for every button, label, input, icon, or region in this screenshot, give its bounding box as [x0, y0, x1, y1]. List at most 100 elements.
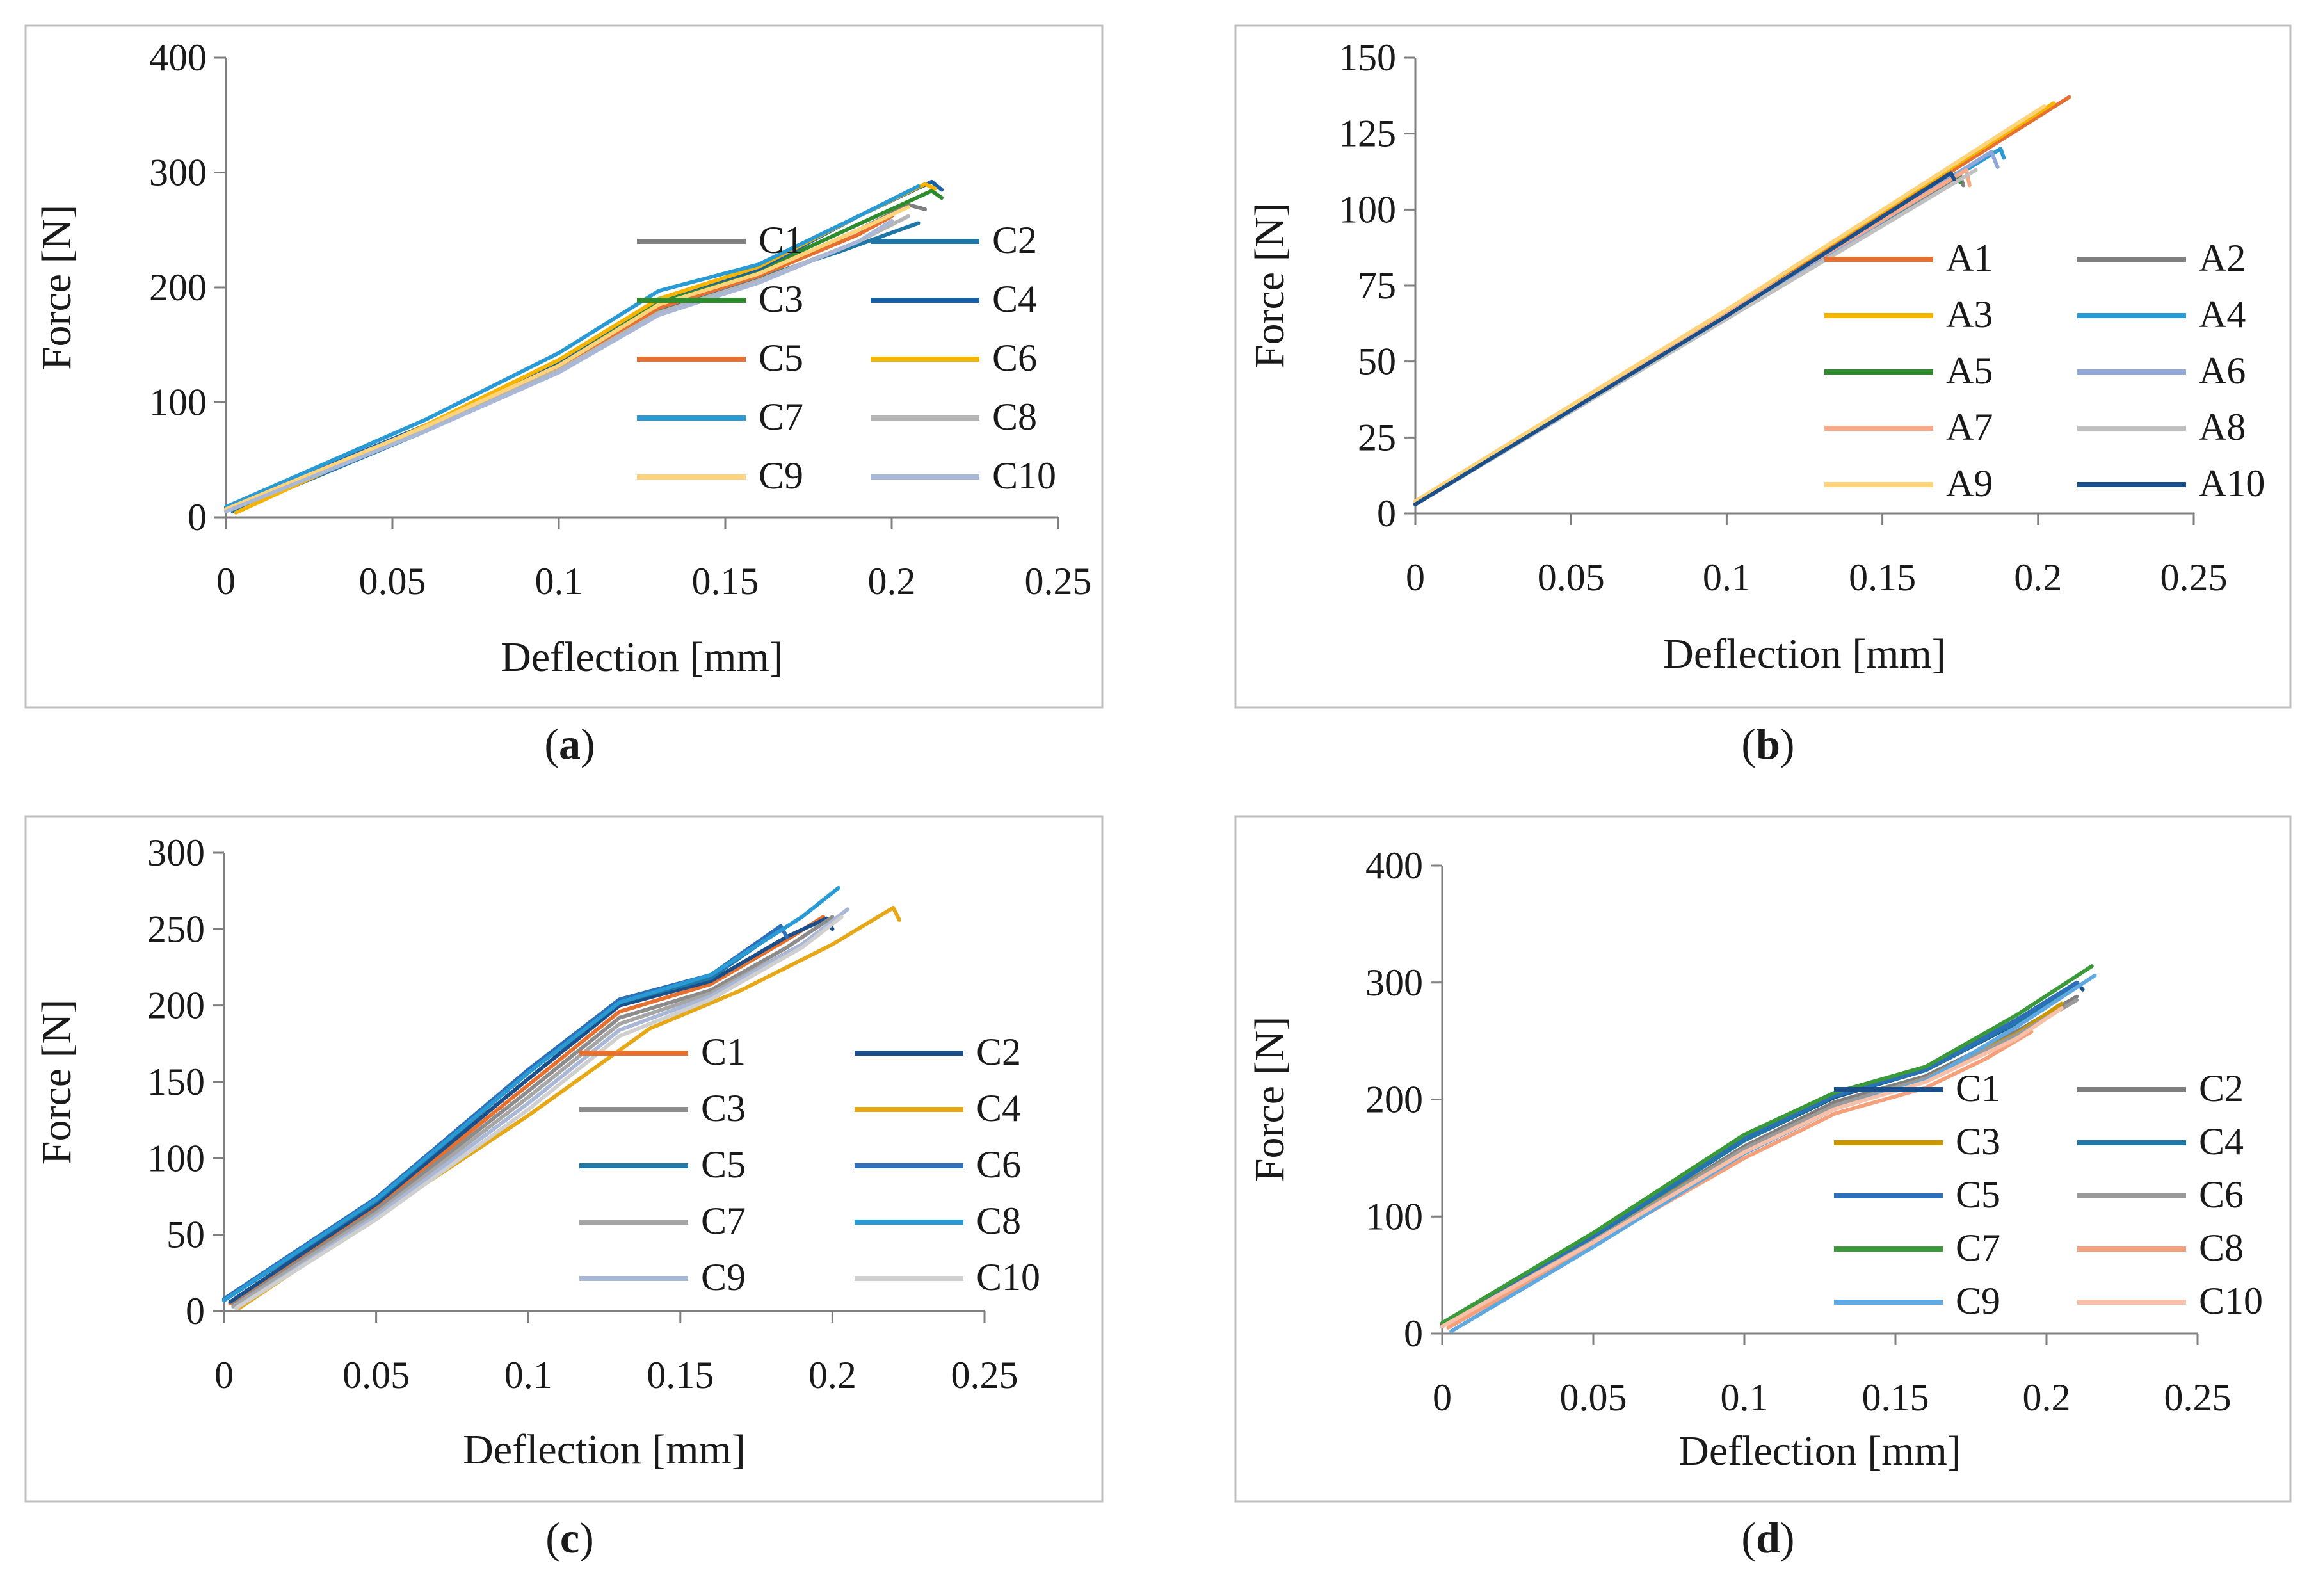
y-tick-label: 300 — [1365, 962, 1423, 1004]
legend-item: C3 — [637, 278, 803, 320]
series-line-c10 — [224, 218, 894, 513]
legend-label: C7 — [1956, 1227, 2000, 1269]
legend-label: C1 — [759, 219, 803, 261]
legend-label: A5 — [1946, 350, 1993, 392]
legend-item: A1 — [1824, 237, 1993, 279]
x-tick-label: 0 — [216, 560, 236, 602]
legend-label: C6 — [992, 337, 1037, 379]
legend: C1 C2 C3 C4 C5 C6 C7 C8 C9 C10 — [579, 1031, 1040, 1298]
legend-label: C4 — [992, 278, 1037, 320]
series-line-c7 — [1440, 964, 2094, 1325]
chart-frame — [24, 815, 1104, 1503]
legend-item: C10 — [871, 455, 1056, 497]
x-tick-label: 0.15 — [1849, 556, 1916, 599]
legend-item: C9 — [637, 455, 803, 497]
chart-panel-d: 0 100 200 300 400 0 0.05 0.1 0.15 0.2 0.25 Deflecti… — [1234, 815, 2292, 1562]
y-tick-label: 400 — [149, 36, 207, 79]
y-tick-label: 50 — [166, 1214, 205, 1256]
legend-item: C2 — [2077, 1067, 2244, 1109]
panel-caption: (c) — [545, 1513, 594, 1562]
x-axis-label: Deflection [mm] — [1678, 1428, 1961, 1474]
series-line-c9 — [224, 205, 910, 512]
x-tick-label: 0.2 — [868, 560, 916, 602]
legend-label: C9 — [759, 455, 803, 497]
y-tick-label: 100 — [1365, 1195, 1423, 1237]
x-tick-label: 0.25 — [1025, 560, 1092, 602]
legend-item: C9 — [579, 1256, 746, 1298]
x-tick-label: 0 — [214, 1354, 234, 1396]
legend-item: C8 — [871, 396, 1037, 438]
x-tick-label: 0.2 — [2023, 1376, 2071, 1419]
x-tick-label: 0.05 — [1560, 1376, 1627, 1419]
y-tick-label: 200 — [149, 266, 207, 309]
panel-caption: (d) — [1741, 1513, 1794, 1562]
legend: A1 A2 A3 A4 A5 A6 A7 A8 A9 A10 — [1824, 237, 2265, 504]
x-tick-label: 0.15 — [647, 1354, 714, 1396]
y-tick-label: 150 — [1339, 36, 1396, 79]
legend-label: A3 — [1946, 293, 1993, 335]
legend-item: C7 — [579, 1200, 746, 1242]
y-tick-label: 0 — [186, 1290, 205, 1332]
legend-label: A2 — [2199, 237, 2246, 279]
panel-caption: (b) — [1741, 720, 1794, 768]
y-axis-label: Force [N] — [1246, 203, 1293, 368]
x-tick-label: 0.1 — [535, 560, 583, 602]
y-tick-label: 200 — [147, 985, 205, 1027]
legend-item: C1 — [637, 219, 803, 261]
legend-label: C5 — [701, 1143, 746, 1186]
x-tick-label: 0.2 — [808, 1354, 856, 1396]
legend-label: C2 — [976, 1031, 1021, 1073]
legend: C1 C2 C3 C4 C5 C6 C7 C8 C9 C10 — [637, 219, 1056, 497]
x-tick-label: 0.25 — [2160, 556, 2228, 599]
legend-label: C3 — [1956, 1120, 2000, 1163]
y-tick-label: 100 — [147, 1137, 205, 1179]
legend-item: A5 — [1824, 350, 1993, 392]
legend-label: C10 — [992, 455, 1056, 497]
legend-item: A4 — [2077, 293, 2246, 335]
x-tick-label: 0.15 — [1862, 1376, 1929, 1419]
series-line-a9 — [1413, 104, 2047, 503]
legend-item: C4 — [871, 278, 1037, 320]
legend-label: C7 — [759, 396, 803, 438]
x-axis-label: Deflection [mm] — [501, 634, 784, 681]
legend-item: C6 — [871, 337, 1037, 379]
series-line-c1 — [228, 915, 826, 1306]
legend-label: A6 — [2199, 350, 2246, 392]
legend-label: C2 — [992, 219, 1037, 261]
legend-label: A9 — [1946, 462, 1993, 504]
x-tick-label: 0.05 — [359, 560, 426, 602]
chart-panel-c: 0 50 100 150 200 250 300 0 0.05 0.1 0.15 0.2 0.25 Def… — [24, 815, 1104, 1562]
y-tick-label: 125 — [1339, 113, 1396, 155]
legend-item: C6 — [855, 1143, 1021, 1186]
legend-label: A4 — [2199, 293, 2246, 335]
legend-label: C1 — [701, 1031, 746, 1073]
x-tick-label: 0 — [1433, 1376, 1452, 1419]
legend-label: C3 — [701, 1087, 746, 1129]
x-tick-label: 0.25 — [951, 1354, 1018, 1396]
y-tick-label: 75 — [1358, 264, 1396, 307]
y-tick-label: 250 — [147, 908, 205, 950]
legend-item: A7 — [1824, 406, 1993, 448]
y-tick-label: 400 — [1365, 844, 1423, 887]
series-line-c7 — [224, 184, 921, 509]
legend-label: C8 — [992, 396, 1037, 438]
legend: C1 C2 C3 C4 C5 C6 C7 C8 C9 C10 — [1834, 1067, 2263, 1322]
legend-label: C2 — [2199, 1067, 2244, 1109]
legend-item: C4 — [855, 1087, 1021, 1129]
x-axis-label: Deflection [mm] — [463, 1426, 746, 1473]
x-tick-label: 0.05 — [1538, 556, 1605, 599]
legend-label: C8 — [2199, 1227, 2244, 1269]
legend-label: A1 — [1946, 237, 1993, 279]
legend-item: C10 — [855, 1256, 1040, 1298]
series-line-a10 — [1413, 171, 1956, 506]
legend-item: C5 — [1834, 1173, 2000, 1216]
y-tick-label: 50 — [1358, 341, 1396, 383]
y-tick-label: 0 — [188, 496, 207, 538]
legend-label: C7 — [701, 1200, 746, 1242]
legend-label: C6 — [976, 1143, 1021, 1186]
chart-frame — [1234, 815, 2292, 1503]
legend-item: C5 — [579, 1143, 746, 1186]
legend-label: C3 — [759, 278, 803, 320]
legend-label: A10 — [2199, 462, 2265, 504]
